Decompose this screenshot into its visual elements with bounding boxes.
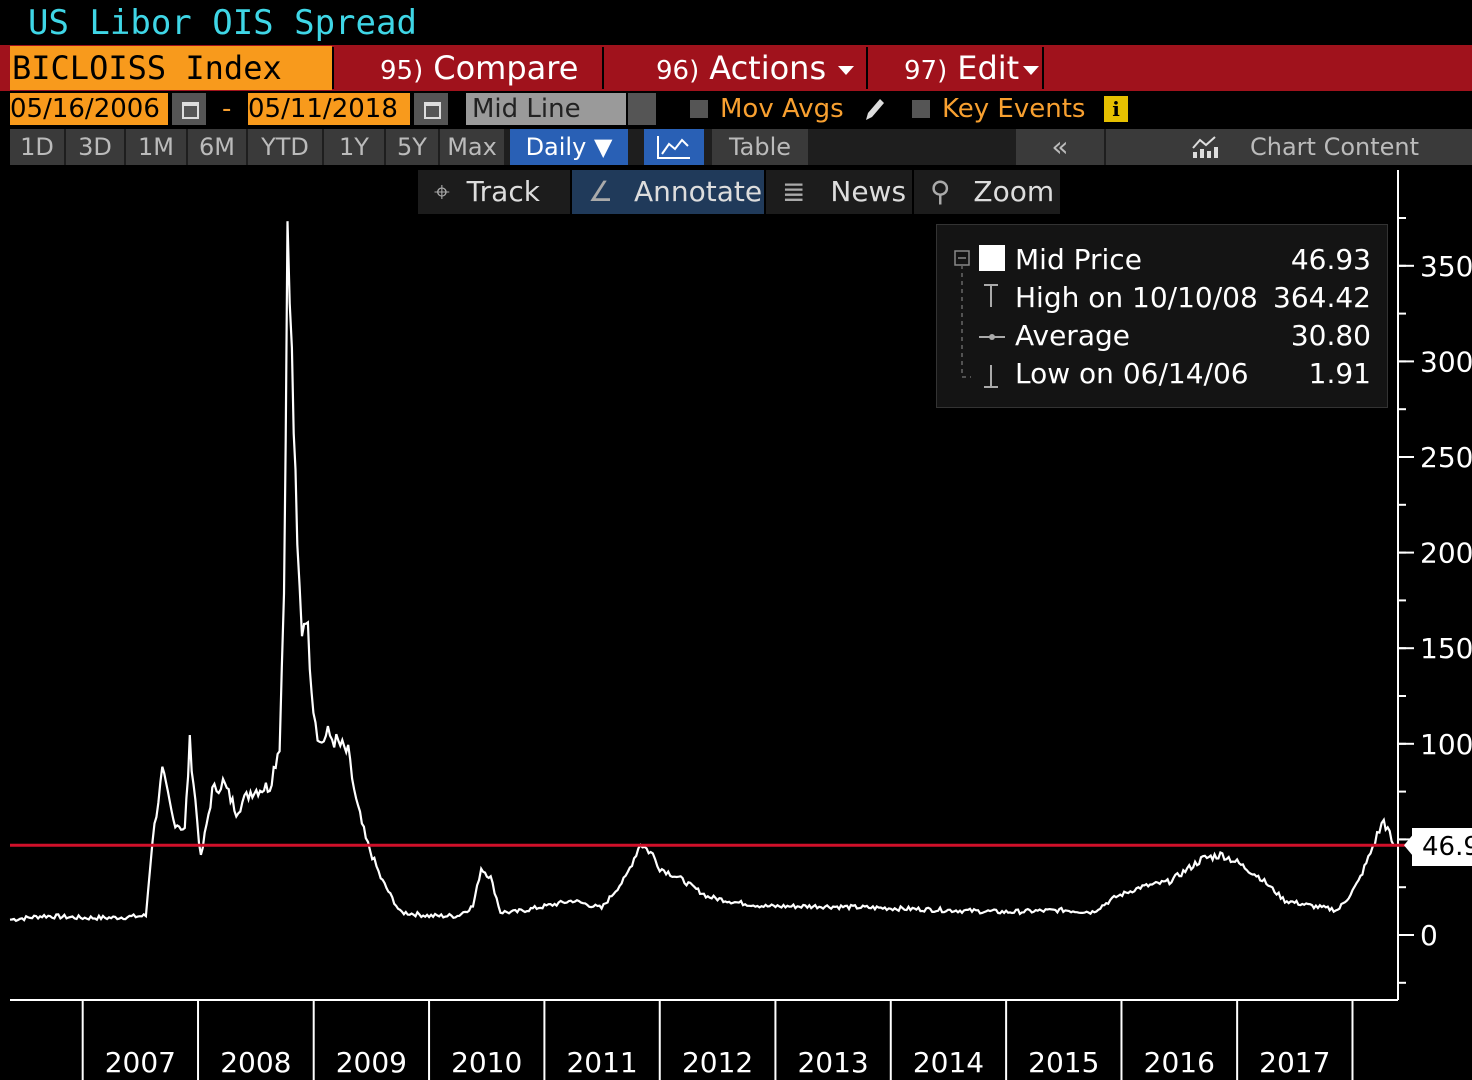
line-chart-icon[interactable] xyxy=(644,129,704,165)
dropdown-arrow-icon[interactable] xyxy=(628,93,656,125)
annotate-button[interactable]: ∠ Annotate xyxy=(572,170,764,214)
news-icon: ≣ xyxy=(782,175,806,208)
legend-average-label: Average xyxy=(1015,319,1130,352)
start-date-field[interactable]: 05/16/2006 xyxy=(10,93,168,125)
edit-number: 97) xyxy=(904,56,948,86)
news-button[interactable]: ≣ News xyxy=(766,170,912,214)
date-separator: - xyxy=(222,94,232,124)
legend-high-value: 364.42 xyxy=(1273,281,1371,314)
y-tick-label: 0 xyxy=(1420,919,1438,952)
crosshair-icon: ⌖ xyxy=(434,175,450,208)
pen-icon: ∠ xyxy=(588,175,614,208)
x-tick-label: 2010 xyxy=(451,1046,522,1079)
ticker-field[interactable]: BICLOISS Index xyxy=(10,46,332,90)
compare-number: 95) xyxy=(380,56,424,86)
x-tick-label: 2015 xyxy=(1028,1046,1099,1079)
table-button[interactable]: Table xyxy=(712,129,808,165)
frequency-select[interactable]: Daily ▼ xyxy=(510,129,628,165)
x-tick-label: 2016 xyxy=(1144,1046,1215,1079)
y-tick-label: 250 xyxy=(1420,441,1472,474)
actions-button[interactable]: 96) Actions xyxy=(656,45,855,91)
key-events-checkbox[interactable] xyxy=(912,100,930,118)
legend-high-label: High on 10/10/08 xyxy=(1015,281,1258,314)
period-button-1y[interactable]: 1Y xyxy=(324,129,384,165)
period-button-1m[interactable]: 1M xyxy=(126,129,186,165)
x-tick-label: 2013 xyxy=(797,1046,868,1079)
y-tick-label: 100 xyxy=(1420,728,1472,761)
news-label: News xyxy=(830,175,907,208)
x-tick-label: 2017 xyxy=(1259,1046,1330,1079)
legend-low-value: 1.91 xyxy=(1308,357,1371,390)
chart-content-label: Chart Content xyxy=(1250,133,1420,161)
y-tick-label: 350 xyxy=(1420,250,1472,283)
key-events-label[interactable]: Key Events xyxy=(942,94,1086,124)
last-value-badge: 46.9 xyxy=(1412,828,1472,866)
price-series-line xyxy=(9,221,1395,923)
x-tick-label: 2009 xyxy=(336,1046,407,1079)
info-icon[interactable]: i xyxy=(1104,96,1128,122)
track-button[interactable]: ⌖ Track xyxy=(418,170,570,214)
actions-label: Actions xyxy=(709,49,827,87)
divider xyxy=(1042,47,1044,89)
period-button-5y[interactable]: 5Y xyxy=(386,129,438,165)
legend-average-value: 30.80 xyxy=(1290,319,1371,352)
magnifier-icon: ⚲ xyxy=(930,175,951,208)
period-button-max[interactable]: Max xyxy=(440,129,504,165)
end-date-field[interactable]: 05/11/2018 xyxy=(248,93,410,125)
x-tick-label: 2007 xyxy=(105,1046,176,1079)
divider xyxy=(866,47,868,89)
x-tick-label: 2014 xyxy=(913,1046,984,1079)
track-label: Track xyxy=(466,175,540,208)
x-tick-label: 2008 xyxy=(220,1046,291,1079)
frequency-label: Daily xyxy=(525,133,587,161)
chart-title: US Libor OIS Spread xyxy=(28,3,417,43)
calendar-icon[interactable] xyxy=(172,93,206,125)
badge-pointer xyxy=(1404,833,1414,858)
annotate-label: Annotate xyxy=(634,175,763,208)
zoom-button[interactable]: ⚲ Zoom xyxy=(914,170,1060,214)
period-button-3d[interactable]: 3D xyxy=(66,129,124,165)
y-tick-label: 150 xyxy=(1420,632,1472,665)
pencil-icon[interactable] xyxy=(862,96,886,122)
legend-mid-value: 46.93 xyxy=(1290,243,1371,276)
period-button-6m[interactable]: 6M xyxy=(188,129,246,165)
line-type-select[interactable]: Mid Line xyxy=(466,93,626,125)
legend-low-label: Low on 06/14/06 xyxy=(1015,357,1249,390)
x-tick-label: 2012 xyxy=(682,1046,753,1079)
zoom-label: Zoom xyxy=(973,175,1055,208)
period-button-1d[interactable]: 1D xyxy=(10,129,64,165)
mov-avgs-label[interactable]: Mov Avgs xyxy=(720,94,844,124)
mov-avgs-checkbox[interactable] xyxy=(690,100,708,118)
chart-content-icon xyxy=(1192,136,1218,158)
compare-button[interactable]: 95) Compare xyxy=(380,45,578,91)
chevron-down-icon xyxy=(838,65,855,75)
legend-mid-label: Mid Price xyxy=(1015,243,1142,276)
edit-label: Edit xyxy=(957,49,1020,87)
y-tick-label: 300 xyxy=(1420,345,1472,378)
period-button-ytd[interactable]: YTD xyxy=(248,129,322,165)
compare-label: Compare xyxy=(433,49,579,87)
caret-down-icon: ▼ xyxy=(593,133,613,161)
divider xyxy=(602,47,604,89)
collapse-button[interactable]: « xyxy=(1016,129,1104,165)
actions-number: 96) xyxy=(656,56,700,86)
divider xyxy=(332,47,334,89)
legend-panel: Mid Price 46.93 High on 10/10/08 364.42 … xyxy=(936,224,1388,408)
chevron-down-icon xyxy=(1023,65,1040,75)
calendar-icon[interactable] xyxy=(414,93,448,125)
y-tick-label: 200 xyxy=(1420,537,1472,570)
edit-button[interactable]: 97) Edit xyxy=(904,45,1040,91)
chart-content-button[interactable]: Chart Content xyxy=(1106,129,1472,165)
x-tick-label: 2011 xyxy=(566,1046,637,1079)
legend-tree-icon xyxy=(954,245,1005,388)
